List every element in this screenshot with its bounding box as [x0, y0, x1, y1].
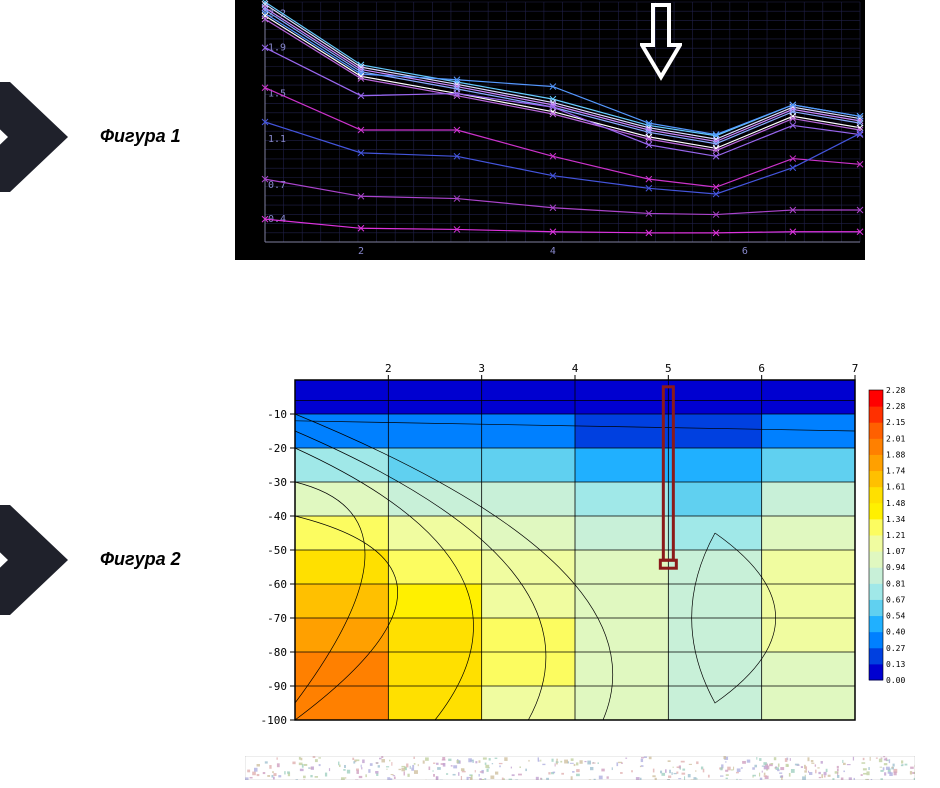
figure-1-line-chart: 0.40.71.11.51.92.2246	[235, 0, 865, 260]
svg-text:6: 6	[742, 246, 748, 257]
svg-text:-60: -60	[267, 578, 287, 591]
svg-text:2: 2	[358, 246, 364, 257]
svg-text:0.40: 0.40	[886, 628, 905, 637]
figure-1-svg: 0.40.71.11.51.92.2246	[235, 0, 865, 260]
svg-text:4: 4	[550, 246, 556, 257]
svg-text:2.15: 2.15	[886, 418, 905, 427]
svg-text:-40: -40	[267, 510, 287, 523]
svg-text:0.27: 0.27	[886, 644, 905, 653]
svg-text:-100: -100	[261, 714, 288, 725]
svg-text:1.48: 1.48	[886, 499, 905, 508]
svg-text:1.88: 1.88	[886, 450, 905, 459]
svg-text:1.07: 1.07	[886, 547, 905, 556]
svg-text:-10: -10	[267, 408, 287, 421]
svg-text:2.28: 2.28	[886, 386, 905, 395]
chevron-right-icon	[0, 82, 70, 192]
svg-text:-90: -90	[267, 680, 287, 693]
svg-text:6: 6	[758, 362, 765, 375]
svg-text:0.54: 0.54	[886, 612, 905, 621]
svg-text:2: 2	[385, 362, 392, 375]
svg-text:1.21: 1.21	[886, 531, 905, 540]
svg-text:1.34: 1.34	[886, 515, 905, 524]
svg-text:5: 5	[665, 362, 672, 375]
svg-text:7: 7	[852, 362, 859, 375]
svg-text:0.13: 0.13	[886, 660, 905, 669]
svg-text:4: 4	[572, 362, 579, 375]
svg-text:0.67: 0.67	[886, 595, 905, 604]
svg-text:-30: -30	[267, 476, 287, 489]
chevron-right-icon	[0, 505, 70, 615]
noise-strip	[245, 756, 915, 780]
svg-text:-70: -70	[267, 612, 287, 625]
figure-2-label: Фигура 2	[100, 549, 181, 570]
svg-text:1.9: 1.9	[268, 43, 286, 54]
svg-text:0.94: 0.94	[886, 563, 905, 572]
svg-text:1.1: 1.1	[268, 134, 286, 145]
svg-text:-50: -50	[267, 544, 287, 557]
figure-2-chevron: Фигура 2	[0, 505, 120, 615]
figure-1-chevron: Фигура 1	[0, 82, 120, 192]
figure-1-label: Фигура 1	[100, 126, 181, 147]
svg-text:1.61: 1.61	[886, 483, 905, 492]
down-arrow-icon	[640, 3, 682, 81]
svg-text:0.00: 0.00	[886, 676, 905, 685]
svg-text:0.81: 0.81	[886, 579, 905, 588]
svg-text:1.74: 1.74	[886, 467, 905, 476]
svg-text:-80: -80	[267, 646, 287, 659]
figure-2-svg: 2 3 4 5 6 7 -10 -20 -30 -40 -50 -60 -70 -80 -90 -100 0.0…	[245, 358, 915, 725]
figure-2-contour-chart: 2 3 4 5 6 7 -10 -20 -30 -40 -50 -60 -70 -80 -90 -100 0.0…	[245, 358, 915, 725]
svg-text:-20: -20	[267, 442, 287, 455]
svg-text:3: 3	[478, 362, 485, 375]
svg-text:2.28: 2.28	[886, 402, 905, 411]
svg-text:2.01: 2.01	[886, 434, 905, 443]
